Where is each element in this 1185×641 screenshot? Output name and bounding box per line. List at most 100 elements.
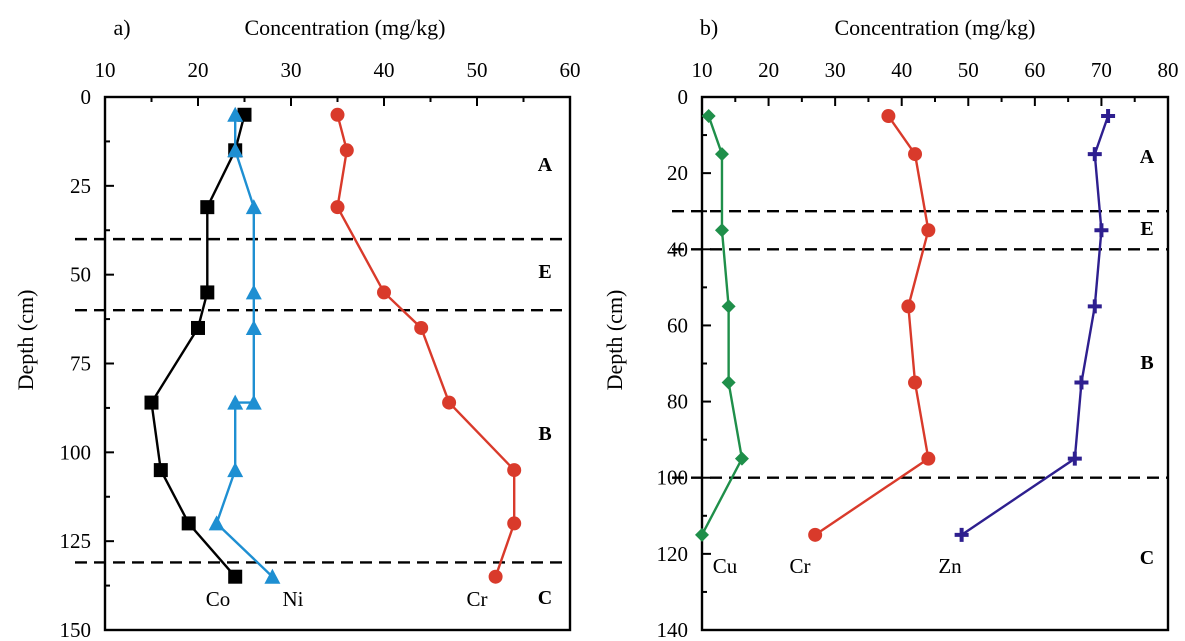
y-tick-label: 80 (667, 390, 688, 414)
x-tick-label: 10 (692, 58, 713, 82)
data-point (721, 299, 736, 314)
series-label: Co (206, 587, 231, 611)
y-tick-label: 140 (657, 618, 689, 641)
data-point (339, 143, 354, 158)
y-tick-label: 50 (70, 263, 91, 287)
data-point (881, 109, 896, 124)
y-tick-label: 60 (667, 313, 688, 337)
data-point (901, 299, 916, 314)
series-zn (954, 109, 1116, 542)
series-line (336, 114, 516, 578)
data-point (245, 284, 262, 300)
data-point (442, 395, 457, 410)
plot-frame (700, 95, 1170, 632)
data-point (954, 527, 969, 542)
horizon-label: E (1140, 218, 1153, 240)
panel-label: a) (113, 15, 130, 40)
data-point (1074, 375, 1089, 390)
data-point (908, 375, 923, 390)
horizon-label: C (1140, 547, 1154, 569)
data-point (200, 200, 215, 215)
horizon-label: C (538, 587, 552, 609)
y-tick-label: 75 (70, 352, 91, 376)
data-point (208, 515, 225, 531)
data-point (1067, 451, 1082, 466)
x-tick-label: 20 (758, 58, 779, 82)
horizon-label: B (538, 423, 551, 445)
data-point (921, 223, 936, 238)
series-label: Zn (938, 554, 962, 578)
data-point (921, 451, 936, 466)
data-point (245, 199, 262, 215)
x-axis-title: Concentration (mg/kg) (244, 15, 445, 40)
horizon-label: E (538, 261, 551, 283)
data-point (808, 527, 823, 542)
series-label: Ni (283, 587, 304, 611)
x-tick-label: 10 (95, 58, 116, 82)
x-tick-label: 50 (467, 58, 488, 82)
data-point (714, 223, 729, 238)
data-point (701, 109, 716, 124)
y-tick-label: 0 (678, 85, 689, 109)
data-point (181, 516, 196, 531)
data-point (1087, 299, 1102, 314)
x-tick-label: 40 (891, 58, 912, 82)
data-point (228, 569, 243, 584)
x-tick-label: 50 (958, 58, 979, 82)
horizon-label: A (538, 154, 553, 176)
data-point (330, 107, 345, 122)
data-point (1094, 223, 1109, 238)
x-tick-label: 70 (1091, 58, 1112, 82)
y-tick-label: 20 (667, 161, 688, 185)
series-label: Cr (467, 587, 488, 611)
series-ni (208, 106, 281, 584)
data-point (227, 142, 244, 158)
data-point (1087, 147, 1102, 162)
data-point (908, 147, 923, 162)
y-tick-label: 0 (81, 85, 92, 109)
data-point (245, 394, 262, 410)
y-tick-label: 100 (60, 440, 92, 464)
x-tick-label: 30 (281, 58, 302, 82)
y-tick-label: 125 (60, 529, 92, 553)
panel-label: b) (700, 15, 718, 40)
data-point (507, 516, 522, 531)
series-line (215, 114, 274, 578)
data-point (414, 320, 429, 335)
data-point (191, 320, 205, 335)
series-line (960, 115, 1110, 536)
data-point (695, 527, 709, 542)
y-tick-label: 150 (60, 618, 92, 641)
x-tick-label: 30 (825, 58, 846, 82)
data-point (721, 375, 736, 390)
x-axis-title: Concentration (mg/kg) (834, 15, 1035, 40)
y-tick-label: 25 (70, 174, 91, 198)
data-point (714, 147, 729, 162)
data-point (734, 451, 749, 466)
series-co (144, 107, 252, 584)
x-tick-label: 80 (1158, 58, 1179, 82)
data-point (227, 394, 244, 410)
y-tick-label: 120 (657, 542, 689, 566)
data-point (264, 568, 281, 584)
data-point (227, 462, 244, 478)
x-tick-label: 60 (1024, 58, 1045, 82)
data-point (507, 463, 522, 478)
x-tick-label: 40 (374, 58, 395, 82)
series-line (150, 114, 246, 578)
y-axis-title: Depth (cm) (602, 290, 627, 391)
data-point (488, 569, 503, 584)
series-cr (808, 109, 936, 542)
data-point (1101, 109, 1116, 124)
data-point (227, 106, 244, 122)
horizon-label: A (1140, 146, 1155, 168)
series-cr (330, 107, 522, 584)
series-cu (695, 109, 749, 542)
data-point (377, 285, 391, 300)
horizon-label: B (1140, 352, 1153, 374)
series-label: Cu (713, 554, 738, 578)
series-line (814, 115, 930, 536)
series-label: Cr (790, 554, 811, 578)
data-point (245, 319, 262, 335)
